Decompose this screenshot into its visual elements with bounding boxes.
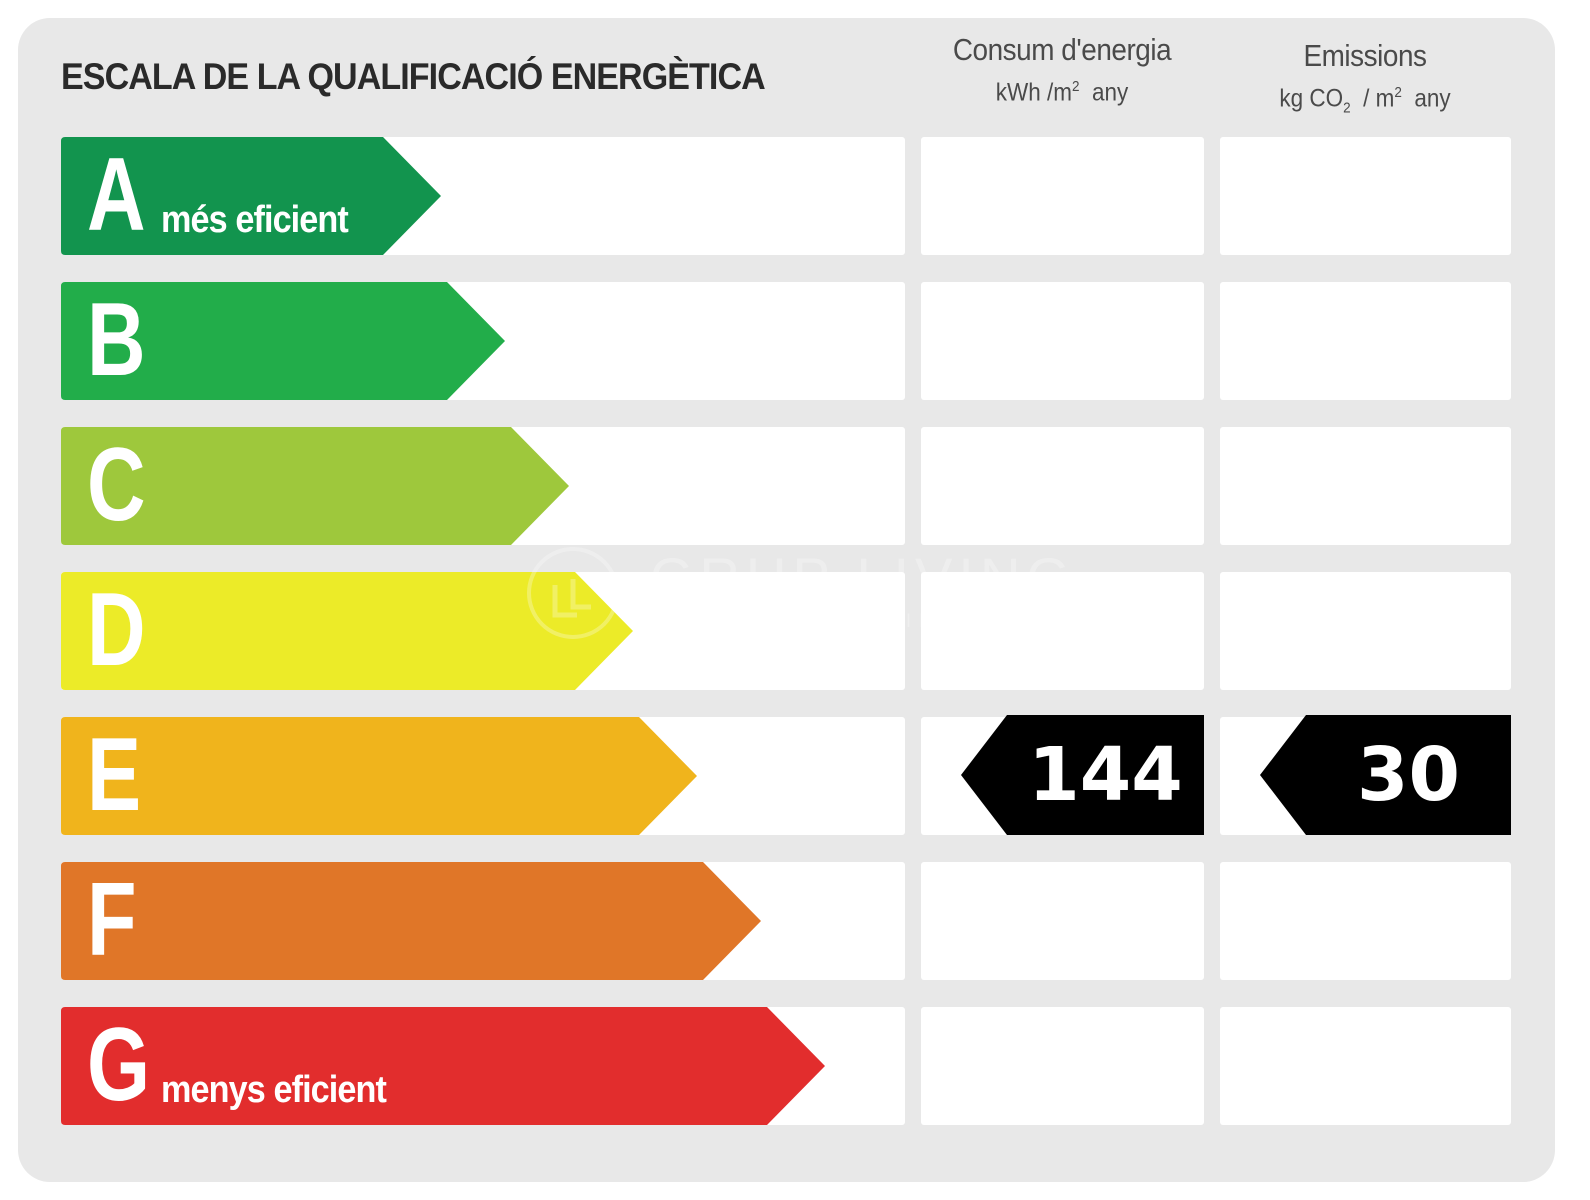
rating-letter: E xyxy=(87,717,142,833)
watermark-circle-icon xyxy=(527,547,619,639)
emissions-cell xyxy=(1220,427,1511,545)
consum-column-header: Consum d'energia kWh /m2 any xyxy=(922,32,1202,107)
consum-cell xyxy=(921,1007,1204,1125)
rating-letter: G xyxy=(87,1007,151,1123)
emissions-column-title: Emissions xyxy=(1303,38,1427,73)
consum-cell: 144 xyxy=(921,715,1204,835)
emissions-marker-value: 30 xyxy=(1357,732,1460,818)
rating-row-b: B xyxy=(61,282,1511,400)
rating-arrow-f: F xyxy=(61,862,761,980)
emissions-marker: 30 xyxy=(1260,715,1511,835)
rating-letter: B xyxy=(87,282,146,398)
emissions-cell xyxy=(1220,1007,1511,1125)
emissions-column-header: Emissions kg CO2 / m2 any xyxy=(1220,38,1510,116)
consum-cell xyxy=(921,137,1204,255)
rating-letter: D xyxy=(87,572,146,688)
rating-letter: F xyxy=(87,862,137,978)
rating-row-d: D xyxy=(61,572,1511,690)
consum-cell xyxy=(921,427,1204,545)
rating-row-f: F xyxy=(61,862,1511,980)
watermark-logo: GRUP LIVING CALIDAD INMOBILIARIA xyxy=(525,545,1070,646)
emissions-cell xyxy=(1220,137,1511,255)
consum-column-unit: kWh /m2 any xyxy=(995,78,1129,107)
rating-arrow-c: C xyxy=(61,427,569,545)
rating-letter: A xyxy=(87,137,146,253)
emissions-cell: 30 xyxy=(1220,715,1511,835)
rating-arrow-d: D xyxy=(61,572,633,690)
rating-sublabel: menys eficient xyxy=(161,1069,387,1111)
watermark-name: GRUP LIVING xyxy=(650,546,1076,609)
emissions-column-unit: kg CO2 / m2 any xyxy=(1279,84,1451,117)
emissions-cell xyxy=(1220,862,1511,980)
emissions-cell xyxy=(1220,282,1511,400)
rating-sublabel: més eficient xyxy=(161,199,349,241)
watermark-tagline: CALIDAD INMOBILIARIA xyxy=(652,611,1028,632)
label-title: ESCALA DE LA QUALIFICACIÓ ENERGÈTICA xyxy=(61,56,766,97)
emissions-cell xyxy=(1220,572,1511,690)
rating-arrow-b: B xyxy=(61,282,505,400)
consum-cell xyxy=(921,862,1204,980)
rating-row-e: E 144 30 xyxy=(61,715,1511,835)
rating-row-c: C xyxy=(61,427,1511,545)
consum-marker: 144 xyxy=(961,715,1204,835)
consum-column-title: Consum d'energia xyxy=(952,32,1172,67)
rating-letter: C xyxy=(87,427,146,543)
consum-marker-value: 144 xyxy=(1028,732,1183,818)
consum-cell xyxy=(921,572,1204,690)
consum-cell xyxy=(921,282,1204,400)
rating-arrow-e: E xyxy=(61,717,697,835)
